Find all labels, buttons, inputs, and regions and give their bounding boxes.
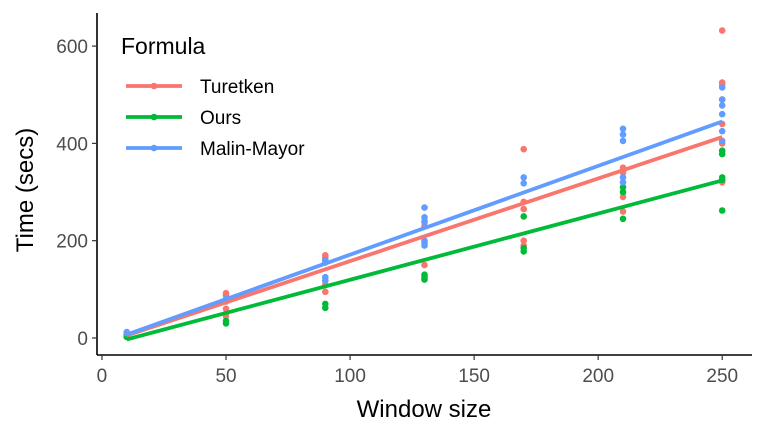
legend-label-turetken: Turetken [200, 77, 274, 98]
point-malin-mayor [520, 180, 527, 187]
point-malin-mayor [421, 214, 428, 221]
point-ours [619, 188, 627, 196]
point-malin-mayor [421, 204, 428, 211]
legend-title: Formula [121, 33, 206, 59]
point-ours [520, 248, 527, 255]
point-turetken [520, 145, 527, 153]
point-ours [619, 183, 627, 191]
x-tick-label: 200 [582, 366, 614, 387]
point-ours [322, 304, 329, 312]
point-turetken [718, 27, 726, 34]
point-ours [619, 215, 627, 223]
point-malin-mayor [718, 102, 726, 109]
point-malin-mayor [421, 237, 428, 244]
x-tick-label: 250 [706, 366, 738, 387]
y-tick-label: 400 [56, 134, 88, 155]
x-tick-label: 0 [97, 366, 108, 387]
point-malin-mayor [619, 179, 627, 186]
point-ours [421, 276, 428, 283]
point-malin-mayor [718, 96, 726, 103]
fit-line-ours [126, 178, 723, 342]
point-malin-mayor [619, 174, 627, 181]
x-tick-label: 150 [458, 366, 490, 387]
y-axis-title: Time (secs) [12, 128, 39, 252]
legend-dot-turetken [150, 82, 158, 90]
legend-dot-malin-mayor [150, 144, 158, 152]
point-malin-mayor [718, 84, 726, 91]
legend-label-malin-mayor: Malin-Mayor [200, 139, 305, 160]
point-turetken [421, 261, 428, 269]
point-malin-mayor [322, 277, 329, 284]
point-turetken [520, 205, 527, 213]
point-ours [520, 213, 527, 220]
point-malin-mayor [421, 242, 428, 249]
point-ours [222, 320, 230, 327]
point-turetken [222, 305, 230, 313]
fit-layer [126, 119, 723, 342]
point-turetken [322, 288, 329, 296]
point-turetken [619, 193, 627, 201]
y-ticks: 0 200 400 600 [56, 37, 97, 350]
point-turetken [619, 208, 627, 215]
fit-line-turetken [126, 135, 723, 338]
y-tick-label: 200 [56, 232, 88, 253]
legend-dot-ours [150, 113, 158, 121]
fit-line-malin-mayor [126, 119, 723, 337]
x-ticks: 0 50 100 150 200 250 [97, 355, 738, 387]
point-malin-mayor [421, 218, 428, 226]
x-tick-label: 100 [334, 366, 366, 387]
x-axis-title: Window size [357, 396, 492, 423]
point-malin-mayor [619, 137, 627, 145]
point-ours [718, 207, 726, 214]
x-tick-label: 50 [215, 366, 236, 387]
point-malin-mayor [718, 110, 726, 118]
legend-label-ours: Ours [200, 108, 241, 129]
point-malin-mayor [520, 174, 527, 181]
point-malin-mayor [619, 131, 627, 138]
point-turetken [520, 237, 527, 244]
point-malin-mayor [718, 127, 726, 135]
y-tick-label: 600 [56, 37, 88, 58]
points-layer [123, 27, 726, 341]
point-ours [718, 150, 726, 158]
legend: Formula Turetken Ours Malin-Mayor [121, 33, 305, 160]
point-malin-mayor [619, 125, 627, 133]
y-tick-label: 0 [77, 329, 88, 350]
